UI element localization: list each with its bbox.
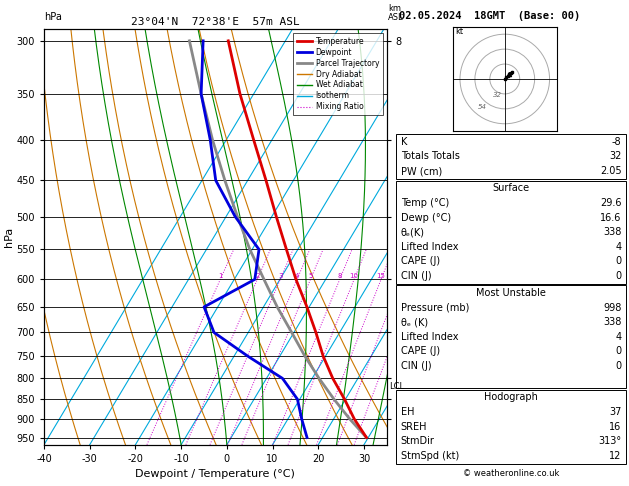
Text: θₑ(K): θₑ(K): [401, 227, 425, 237]
Text: 4: 4: [295, 273, 299, 279]
Text: 54: 54: [478, 104, 487, 110]
Text: 10: 10: [350, 273, 359, 279]
Text: 338: 338: [603, 317, 621, 327]
X-axis label: Dewpoint / Temperature (°C): Dewpoint / Temperature (°C): [135, 469, 296, 479]
Text: PW (cm): PW (cm): [401, 166, 442, 176]
Text: © weatheronline.co.uk: © weatheronline.co.uk: [463, 469, 559, 479]
Text: Surface: Surface: [493, 183, 530, 193]
Text: 2.05: 2.05: [600, 166, 621, 176]
Text: Lifted Index: Lifted Index: [401, 332, 458, 342]
Text: 338: 338: [603, 227, 621, 237]
Text: 15: 15: [377, 273, 386, 279]
Text: 4: 4: [615, 332, 621, 342]
Text: 2: 2: [255, 273, 260, 279]
Text: SREH: SREH: [401, 422, 427, 432]
Text: 4: 4: [615, 242, 621, 252]
Text: K: K: [401, 137, 407, 147]
Text: StmDir: StmDir: [401, 436, 435, 446]
Text: 16: 16: [610, 422, 621, 432]
Text: 3: 3: [278, 273, 282, 279]
Text: 0: 0: [615, 347, 621, 356]
Text: Temp (°C): Temp (°C): [401, 198, 449, 208]
Text: CAPE (J): CAPE (J): [401, 257, 440, 266]
Legend: Temperature, Dewpoint, Parcel Trajectory, Dry Adiabat, Wet Adiabat, Isotherm, Mi: Temperature, Dewpoint, Parcel Trajectory…: [292, 33, 383, 115]
Text: kt: kt: [455, 27, 464, 36]
Text: LCL: LCL: [389, 382, 404, 391]
Text: 313°: 313°: [598, 436, 621, 446]
Text: EH: EH: [401, 407, 414, 417]
Text: 0: 0: [615, 361, 621, 371]
Text: km
ASL: km ASL: [388, 4, 404, 22]
Text: 0: 0: [615, 271, 621, 281]
Text: StmSpd (kt): StmSpd (kt): [401, 451, 459, 461]
Text: 8: 8: [338, 273, 342, 279]
Text: CAPE (J): CAPE (J): [401, 347, 440, 356]
Text: 29.6: 29.6: [600, 198, 621, 208]
Text: Dewp (°C): Dewp (°C): [401, 213, 451, 223]
Text: CIN (J): CIN (J): [401, 361, 431, 371]
Text: 37: 37: [609, 407, 621, 417]
Text: 32: 32: [493, 92, 502, 98]
Text: Totals Totals: Totals Totals: [401, 152, 460, 161]
Text: 998: 998: [603, 303, 621, 312]
Text: Lifted Index: Lifted Index: [401, 242, 458, 252]
Text: Hodograph: Hodograph: [484, 392, 538, 402]
Text: 02.05.2024  18GMT  (Base: 00): 02.05.2024 18GMT (Base: 00): [399, 11, 581, 21]
Text: 5: 5: [308, 273, 313, 279]
Text: 32: 32: [609, 152, 621, 161]
Text: CIN (J): CIN (J): [401, 271, 431, 281]
Text: 1: 1: [218, 273, 223, 279]
Text: 16.6: 16.6: [600, 213, 621, 223]
Text: θₑ (K): θₑ (K): [401, 317, 428, 327]
Y-axis label: hPa: hPa: [4, 227, 14, 247]
Text: 0: 0: [615, 257, 621, 266]
Text: hPa: hPa: [44, 12, 62, 22]
Text: 12: 12: [609, 451, 621, 461]
Title: 23°04'N  72°38'E  57m ASL: 23°04'N 72°38'E 57m ASL: [131, 17, 300, 27]
Text: -8: -8: [612, 137, 621, 147]
Text: Pressure (mb): Pressure (mb): [401, 303, 469, 312]
Text: Most Unstable: Most Unstable: [476, 288, 546, 297]
